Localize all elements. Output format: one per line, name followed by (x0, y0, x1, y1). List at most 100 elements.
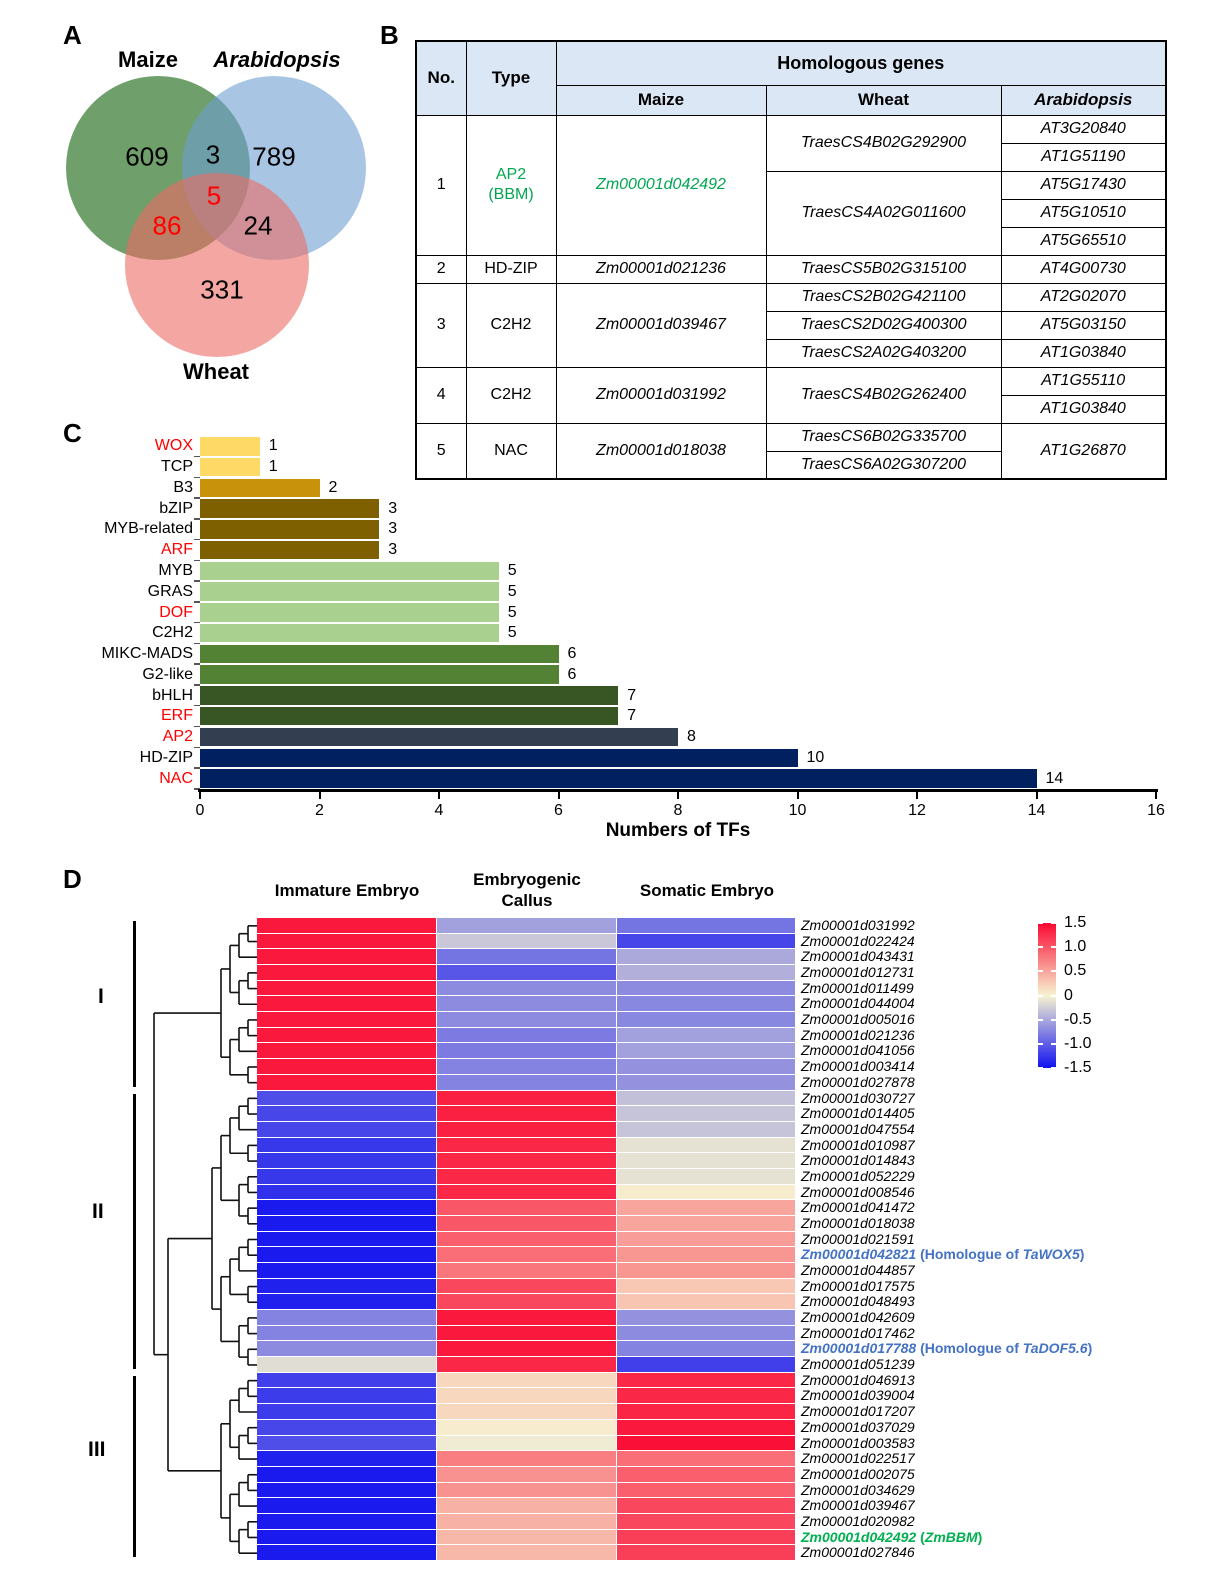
heatmap-cell (257, 1466, 436, 1482)
heatmap-cell (257, 1106, 436, 1121)
gene-id: Zm00001d051239 (801, 1356, 915, 1373)
colorbar-tick-label: -1.0 (1064, 1034, 1092, 1052)
colorbar-tick (1051, 922, 1056, 924)
heatmap-cell (437, 1482, 616, 1498)
group-label-I: I (98, 985, 104, 1008)
colorbar-tick (1038, 1042, 1043, 1045)
heatmap-cell (257, 1451, 436, 1466)
bar-value-label: 7 (627, 686, 637, 704)
table-row: TraesCS4A02G011600 AT5G17430 (416, 170, 1167, 256)
gene-id: Zm00001d041056 (801, 1042, 915, 1059)
table-row: AT5G10510 (416, 198, 1167, 228)
heatmap-cell (617, 1451, 795, 1466)
gene-id: Zm00001d044004 (801, 995, 915, 1012)
heatmap-row-label: Zm00001d042821 (Homologue of TaWOX5) (801, 1246, 1084, 1263)
table-cell-gene: TraesCS4B02G262400 (765, 366, 1002, 424)
heatmap-cell (437, 1043, 616, 1059)
heatmap-cell (257, 1357, 436, 1372)
table-header-maize: Maize (555, 84, 767, 116)
x-axis-tick-label: 8 (673, 802, 683, 819)
heatmap-cell (437, 1419, 616, 1435)
gene-id: Zm00001d039004 (801, 1387, 915, 1404)
heatmap-row-label: Zm00001d027846 (801, 1544, 915, 1561)
heatmap-cell (257, 1168, 436, 1184)
bar-value-label: 6 (567, 645, 577, 662)
heatmap-cell (257, 1278, 436, 1294)
heatmap-cell (617, 980, 795, 996)
table-cell-gene: TraesCS2A02G403200 (765, 338, 1002, 368)
colorbar-tick (1051, 994, 1056, 997)
group-bracket-I (133, 921, 136, 1087)
group-label-III: III (88, 1438, 106, 1461)
heatmap-cell (437, 1247, 616, 1262)
bar-category-label: G2-like (142, 665, 193, 683)
table-cell-gene: AT5G17430 (1000, 170, 1167, 200)
gene-id: Zm00001d030727 (801, 1089, 915, 1106)
table-row: 5 NAC Zm00001d018038 TraesCS6B02G335700 AT1G… (415, 422, 1167, 480)
bar-value-label: 5 (507, 624, 517, 642)
y-axis-tick (194, 559, 200, 562)
table-cell-type: C2H2 (465, 282, 557, 368)
bar-AP2 (200, 727, 678, 747)
colorbar-tick-label: 0 (1064, 986, 1073, 1004)
gene-id: Zm00001d034629 (801, 1481, 915, 1498)
heatmap-cell (617, 1545, 795, 1560)
heatmap-row-label: Zm00001d014843 (801, 1152, 915, 1169)
heatmap-cell (617, 1372, 795, 1388)
venn-count-maize-wheat: 86 (152, 210, 182, 241)
y-axis-tick (194, 767, 200, 769)
panel-d-label: D (63, 864, 82, 894)
venn-set-label-wheat: Wheat (183, 359, 249, 384)
gene-annotation: (ZmBBM) (916, 1528, 983, 1545)
heatmap-cell (257, 1372, 436, 1388)
gene-id: Zm00001d002075 (801, 1465, 915, 1482)
gene-id: Zm00001d022424 (801, 932, 915, 949)
heatmap-cell (617, 1278, 795, 1294)
x-axis-tick (1035, 791, 1038, 799)
heatmap-row-label: Zm00001d021591 (801, 1231, 915, 1248)
heatmap-row-label: Zm00001d037029 (801, 1419, 915, 1436)
heatmap-cell (617, 1263, 795, 1278)
heatmap-row-label: Zm00001d003414 (801, 1058, 915, 1075)
heatmap-cell (617, 1027, 795, 1043)
heatmap-cell (617, 965, 795, 980)
panel-c-label: C (63, 418, 82, 448)
heatmap-row-label: Zm00001d011499 (801, 980, 914, 997)
bar-value-label: 2 (328, 478, 338, 496)
table-row: TraesCS2A02G403200 AT1G03840 (416, 338, 1167, 368)
bar-category-label: MYB-related (104, 520, 193, 538)
bar-category-label: ARF (161, 541, 193, 559)
gene-id: Zm00001d003583 (801, 1434, 915, 1451)
gene-id: Zm00001d044857 (801, 1262, 915, 1279)
heatmap-cell (257, 1498, 436, 1513)
heatmap-cell (437, 1341, 616, 1357)
y-axis-tick (194, 476, 200, 478)
heatmap-cell (617, 1215, 795, 1231)
bar-G2-like (200, 665, 559, 684)
heatmap-cell (437, 1294, 616, 1310)
bar-DOF (200, 603, 499, 622)
heatmap-cell (617, 1247, 795, 1262)
table-row: 2 HD-ZIP Zm00001d021236 TraesCS5B02G315100 A… (415, 254, 1167, 284)
gene-id: Zm00001d047554 (801, 1120, 915, 1137)
heatmap-cell (617, 1184, 795, 1200)
table-cell-gene: Zm00001d018038 (555, 422, 767, 480)
gene-id: Zm00001d021236 (801, 1026, 915, 1043)
table-cell-gene: Zm00001d042492 (555, 114, 767, 256)
x-axis-tick (796, 791, 799, 799)
heatmap-cell (437, 1310, 616, 1325)
x-axis-tick (916, 791, 918, 799)
y-axis-tick (194, 642, 200, 645)
gene-id: Zm00001d042609 (801, 1309, 915, 1326)
y-axis-tick (194, 497, 200, 499)
heatmap-cell (617, 1498, 795, 1513)
colorbar-tick (1038, 994, 1043, 997)
panel-a-label: A (63, 20, 82, 50)
heatmap-cell (437, 918, 616, 933)
table-cell-gene: TraesCS4A02G011600 (765, 170, 1002, 256)
gene-id: Zm00001d003414 (801, 1058, 915, 1075)
heatmap-cell (617, 1231, 795, 1247)
heatmap-row-label: Zm00001d010987 (801, 1137, 915, 1154)
heatmap-row-label: Zm00001d030727 (801, 1089, 915, 1107)
